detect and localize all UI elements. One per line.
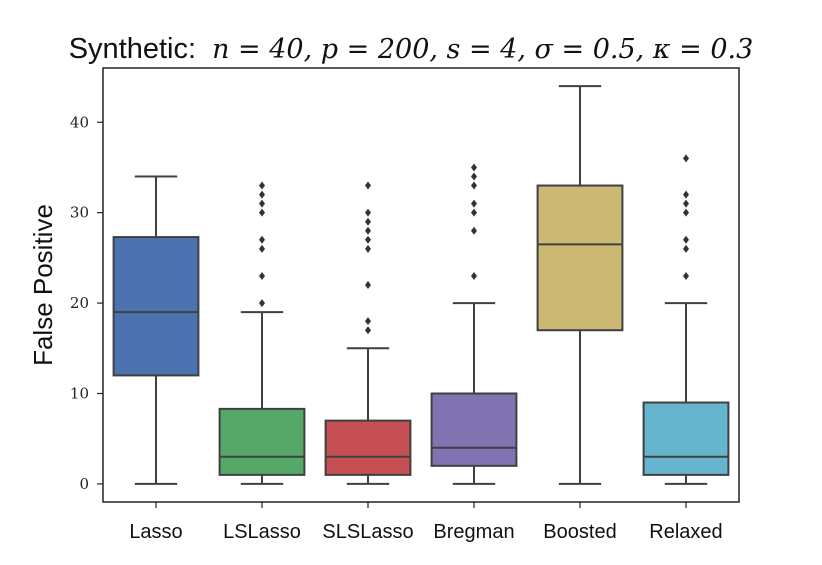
x-tick-label: LSLasso [223,521,301,543]
outlier-point [365,217,371,226]
outlier-point [471,226,477,235]
outlier-point [365,317,371,326]
outlier-point [683,190,689,199]
outlier-point [471,163,477,172]
box-boosted [536,184,624,332]
outlier-point [365,181,371,190]
outlier-point [683,208,689,217]
x-tick-label: Bregman [433,521,514,543]
box-lslasso [218,407,306,476]
y-tick-label: 20 [70,294,89,312]
outlier-point [471,199,477,208]
outlier-point [683,235,689,244]
outlier-point [683,199,689,208]
x-tick-label: Boosted [543,521,616,543]
box-bregman [430,392,518,467]
chart-title-params: n = 40, p = 200, s = 4, σ = 0.5, κ = 0.3 [212,34,753,65]
y-tick-label: 10 [70,385,89,403]
x-tick-label: Lasso [129,521,182,543]
outlier-point [365,208,371,217]
outlier-point [259,299,265,308]
outlier-point [365,326,371,335]
outlier-point [259,244,265,253]
outlier-point [259,181,265,190]
outlier-point [365,226,371,235]
box-slslasso [324,419,412,476]
outlier-point [365,244,371,253]
chart-title-prefix: Synthetic: [69,33,196,65]
outlier-point [683,271,689,280]
outlier-point [259,190,265,199]
y-tick-label: 40 [70,113,89,131]
outlier-point [471,208,477,217]
x-tick-label: SLSLasso [322,521,413,543]
box-relaxed [642,401,730,476]
box-lasso [112,236,200,377]
outlier-point [365,235,371,244]
outlier-point [471,271,477,280]
outlier-point [471,181,477,190]
outlier-point [683,244,689,253]
y-axis-label: False Positive [28,204,58,366]
outlier-point [259,235,265,244]
outlier-point [259,199,265,208]
x-tick-label: Relaxed [649,521,722,543]
outlier-point [259,271,265,280]
outlier-point [365,281,371,289]
outlier-point [471,172,477,181]
plot-frame [102,67,740,503]
outlier-point [259,208,265,217]
outlier-point [683,154,689,163]
chart-title: Synthetic: n = 40, p = 200, s = 4, σ = 0… [69,33,754,65]
y-tick-label: 30 [70,204,89,222]
y-tick-label: 0 [79,475,89,493]
plot-area: 0 10 20 30 40 Lasso LSLasso SLSLasso Bregman Boos… [70,85,730,543]
